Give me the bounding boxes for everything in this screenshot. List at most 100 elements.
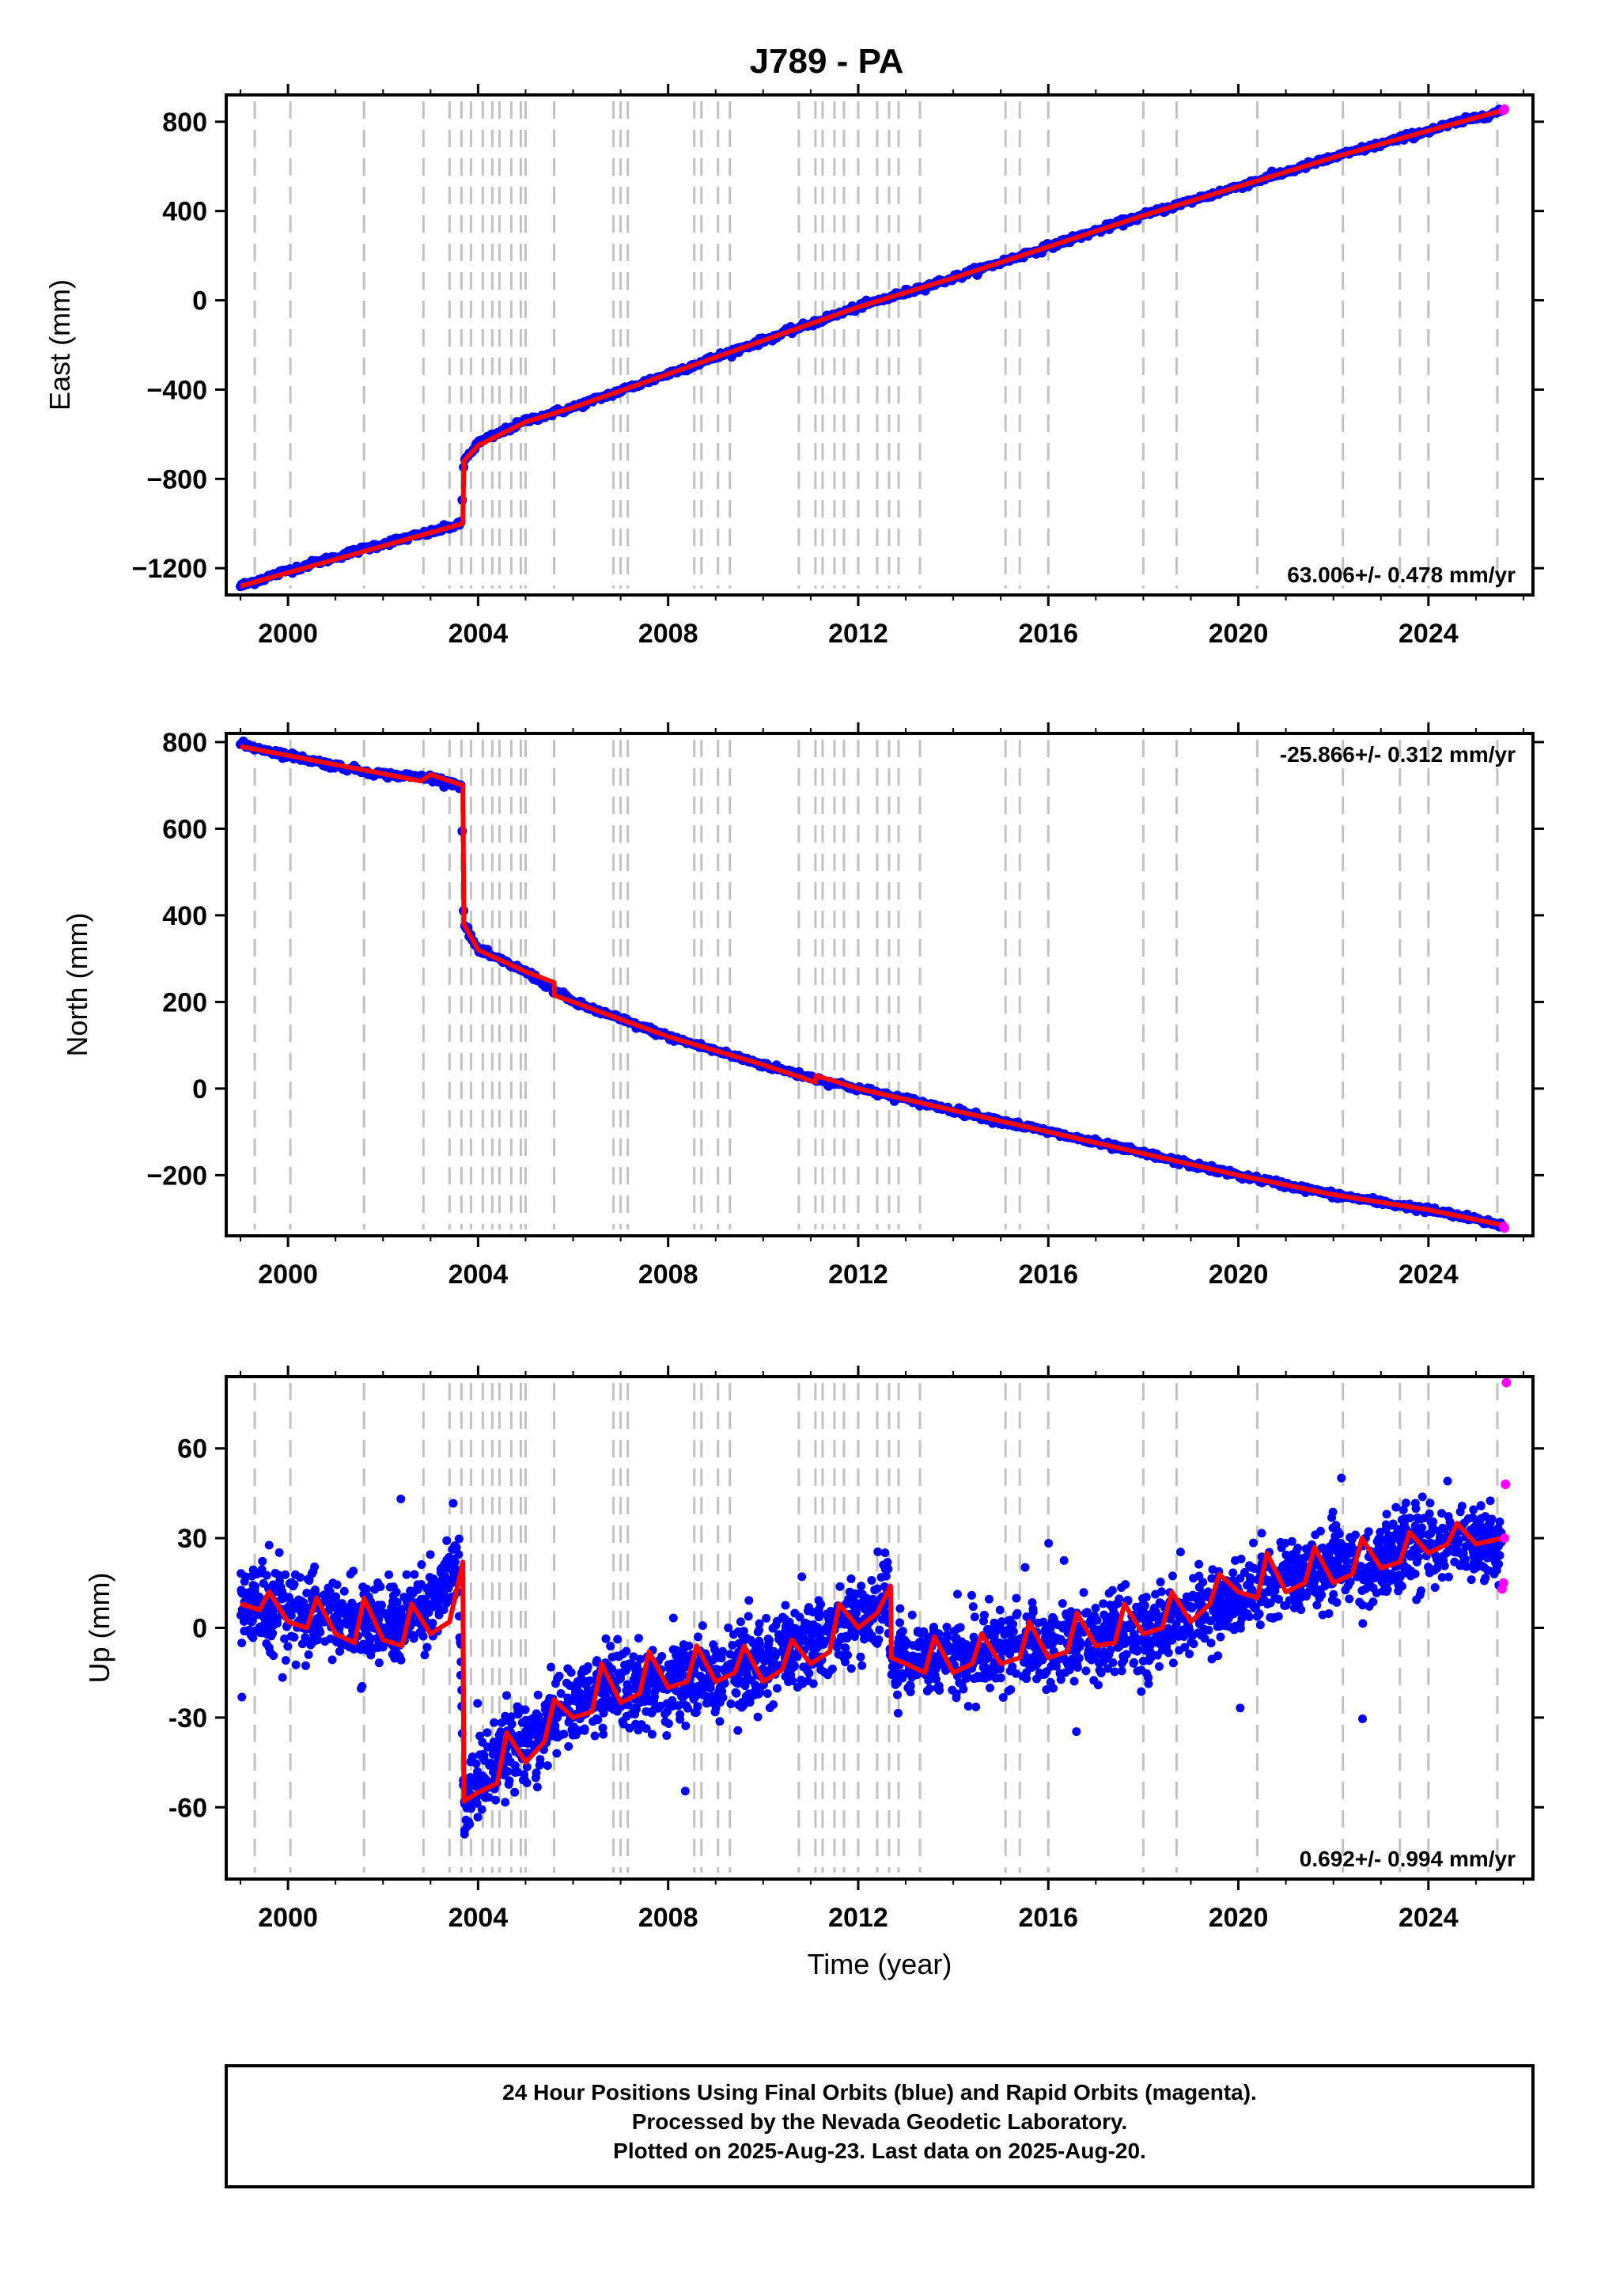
data-point [1324,1608,1334,1618]
data-point [1453,1539,1463,1548]
chart-title: J789 - PA [750,42,904,81]
data-point [1311,1530,1320,1540]
data-point [849,1595,858,1605]
data-point [653,1703,663,1713]
data-point [1168,1658,1178,1668]
data-point [390,1645,399,1654]
x-tick-label: 2016 [1018,619,1078,649]
plot-area [236,104,1509,592]
data-point [699,1683,709,1692]
data-point [1005,1616,1015,1625]
data-point [808,1679,818,1688]
data-point [1289,1603,1299,1612]
data-point [1194,1559,1204,1569]
data-point [1327,1513,1337,1522]
data-point [472,1798,482,1808]
data-point [1270,1586,1280,1596]
data-point [1244,1561,1254,1570]
data-point [702,1699,711,1708]
data-point [1473,1559,1482,1569]
data-point [274,1570,284,1580]
x-tick-label: 2024 [1399,1260,1459,1290]
panel-1: 2000 2004 2008 2012 2016 2020 2024−20002004006… [61,722,1544,1290]
data-point [1399,1519,1409,1529]
data-point [262,1570,271,1580]
data-point [1486,1496,1495,1506]
data-point [815,1610,824,1620]
data-point [973,1673,982,1683]
data-point [987,1631,997,1640]
data-point [264,1540,274,1550]
data-point [554,1671,564,1680]
data-point [814,1596,823,1605]
data-point [636,1654,645,1664]
data-point [634,1634,643,1643]
panel-2: 2000 2004 2008 2012 2016 2020 2024-60-3003060U… [83,1366,1544,1980]
data-point [904,1684,914,1693]
data-point [1399,1505,1408,1514]
data-point [1257,1529,1266,1538]
data-point [473,1813,483,1822]
data-point [1069,1677,1079,1686]
model-line [240,108,1503,589]
data-point [872,1584,882,1593]
data-point [664,1719,673,1729]
data-point [1284,1556,1293,1566]
data-point [732,1688,741,1698]
data-point [308,1625,318,1635]
y-tick-label: 600 [162,814,207,844]
data-point [963,1702,973,1711]
data-point [680,1786,690,1796]
data-point [1058,1599,1067,1608]
data-point [551,1728,560,1737]
data-point [1293,1544,1303,1553]
data-point [514,1731,524,1741]
data-point [645,1696,654,1706]
data-point [800,1622,809,1631]
data-point [929,1628,938,1638]
data-point [1113,1642,1122,1652]
data-point [237,1692,247,1702]
x-tick-label: 2024 [1399,619,1459,649]
data-point [1255,1609,1264,1619]
data-point [651,1681,660,1691]
data-point [1121,1580,1130,1589]
y-tick-label: −800 [146,464,207,494]
data-point [442,1536,452,1545]
data-point [630,1665,640,1674]
data-point [898,1627,907,1636]
data-point [998,1692,1008,1702]
y-tick-label: −400 [146,375,207,405]
data-point [385,1582,395,1592]
x-tick-label: 2012 [828,1260,888,1290]
data-point [1231,1555,1240,1565]
data-point [1008,1662,1017,1672]
data-point [290,1632,299,1642]
data-point [523,1738,532,1748]
panel-0: 2000 2004 2008 2012 2016 2020 2024−1200−800−40… [44,84,1544,649]
data-point [381,1623,391,1632]
data-point [967,1590,976,1600]
data-point [517,1705,527,1714]
data-point [1420,1514,1429,1523]
data-point [1314,1572,1323,1582]
data-point [449,1498,458,1508]
data-point [751,1644,760,1654]
data-point [1330,1532,1340,1541]
data-point [507,1719,517,1729]
data-point [365,1645,374,1654]
data-point [264,1642,274,1652]
data-point [341,1616,350,1626]
data-point [823,1670,832,1680]
data-point [606,1642,615,1651]
data-point [1368,1565,1378,1574]
data-point [1276,1537,1285,1547]
data-point [1028,1598,1037,1608]
data-point [1168,1571,1177,1581]
data-point [452,1543,461,1552]
plot-frame [225,93,1535,597]
data-point [1416,1586,1425,1596]
data-point [893,1690,903,1699]
data-point [1158,1646,1168,1655]
y-tick-label: −1200 [132,554,208,584]
